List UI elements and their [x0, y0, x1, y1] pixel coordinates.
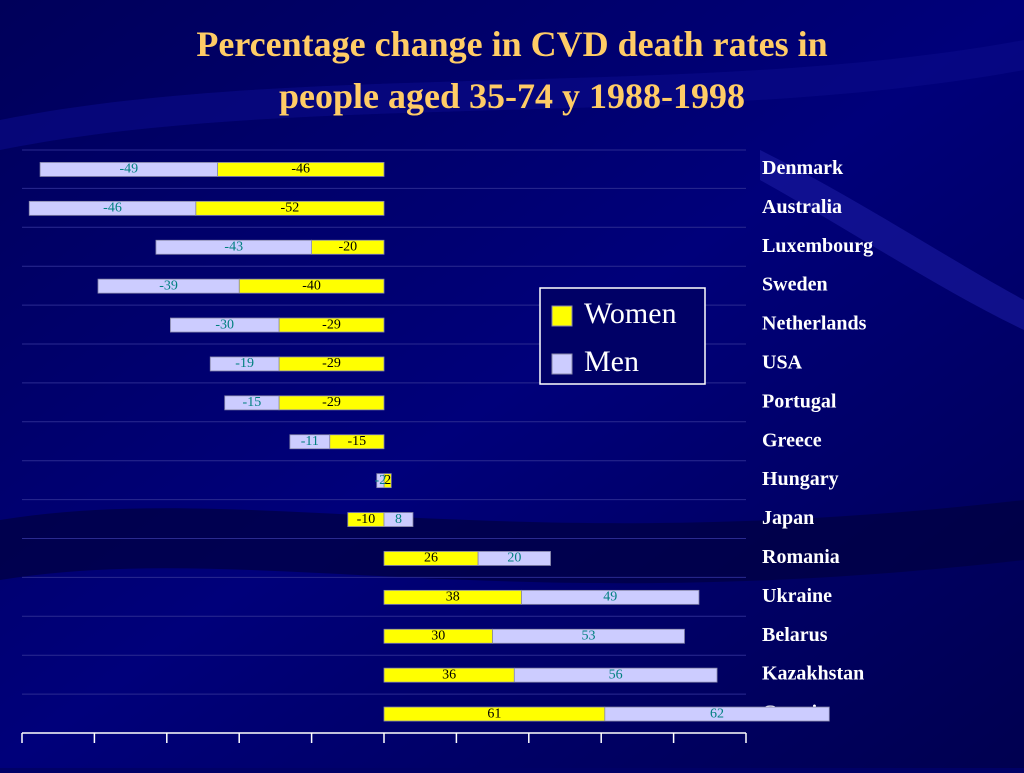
bar-segment: [170, 317, 280, 333]
value-label: -11: [301, 434, 319, 449]
chart-title: Percentage change in CVD death rates in p…: [196, 24, 827, 116]
bar-segment: [97, 278, 240, 294]
category-label: Luxembourg: [762, 235, 873, 257]
bar-segment: [521, 589, 700, 605]
value-label: -29: [322, 356, 341, 371]
value-label: 36: [442, 667, 456, 682]
category-label: Sweden: [762, 274, 828, 296]
legend-label: Women: [584, 297, 677, 330]
value-label: -10: [357, 512, 376, 527]
bar-segment: [513, 667, 718, 683]
swoosh: [0, 40, 1024, 150]
bar-segment: [28, 200, 197, 216]
category-label: Romania: [762, 546, 840, 568]
value-label: -2: [375, 473, 387, 488]
category-label: Japan: [762, 507, 814, 529]
value-label: -20: [338, 239, 357, 254]
bar-segment: [209, 356, 280, 372]
value-label: 38: [446, 590, 460, 605]
legend-swatch: [551, 353, 573, 375]
value-label: 26: [424, 551, 438, 566]
category-label: Kazakhstan: [762, 663, 864, 685]
value-label: 62: [710, 706, 724, 721]
category-label: Ukraine: [762, 585, 832, 607]
value-label: 20: [507, 551, 521, 566]
bar-segment: [39, 162, 218, 177]
bar-segment: [477, 551, 551, 566]
bar-segment: [224, 395, 280, 411]
value-label: 61: [487, 706, 501, 721]
bar-segment: [376, 473, 385, 489]
category-label: Hungary: [762, 468, 839, 490]
bar-segment: [289, 434, 331, 450]
swoosh: [0, 500, 1024, 584]
value-label: 49: [603, 590, 617, 605]
category-label: Portugal: [762, 390, 837, 412]
bar-segment: [492, 628, 685, 644]
value-label: -39: [159, 278, 178, 293]
value-label: -43: [224, 239, 243, 254]
value-label: -49: [119, 162, 138, 177]
value-label: 56: [609, 667, 623, 682]
bar-segment: [155, 239, 313, 255]
value-label: -15: [243, 395, 262, 410]
category-label: Belarus: [762, 624, 828, 646]
category-label: Australia: [762, 196, 842, 218]
value-label: -52: [281, 201, 300, 216]
bar-segment: [604, 706, 830, 722]
value-label: -15: [348, 434, 367, 449]
value-label: -40: [302, 278, 321, 293]
bar-segment: [383, 512, 414, 527]
category-label: Netherlands: [762, 313, 867, 335]
value-label: -46: [291, 162, 310, 177]
value-label: 53: [582, 628, 596, 643]
value-label: 2: [384, 473, 391, 488]
category-label: USA: [762, 352, 803, 374]
category-label: Greece: [762, 429, 822, 451]
plot: Denmark -46 -49 Australia -52 -46 Luxembourg -2…: [21, 149, 873, 743]
legend-swatch: [551, 305, 573, 327]
legend-label: Men: [584, 345, 639, 378]
value-label: -30: [215, 317, 234, 332]
value-label: -46: [103, 201, 122, 216]
category-label: Denmark: [762, 157, 844, 179]
value-label: -29: [322, 317, 341, 332]
value-label: -29: [322, 395, 341, 410]
value-label: -19: [235, 356, 254, 371]
swoosh: [760, 150, 1024, 330]
value-label: 8: [395, 512, 402, 527]
value-label: 30: [431, 628, 445, 643]
